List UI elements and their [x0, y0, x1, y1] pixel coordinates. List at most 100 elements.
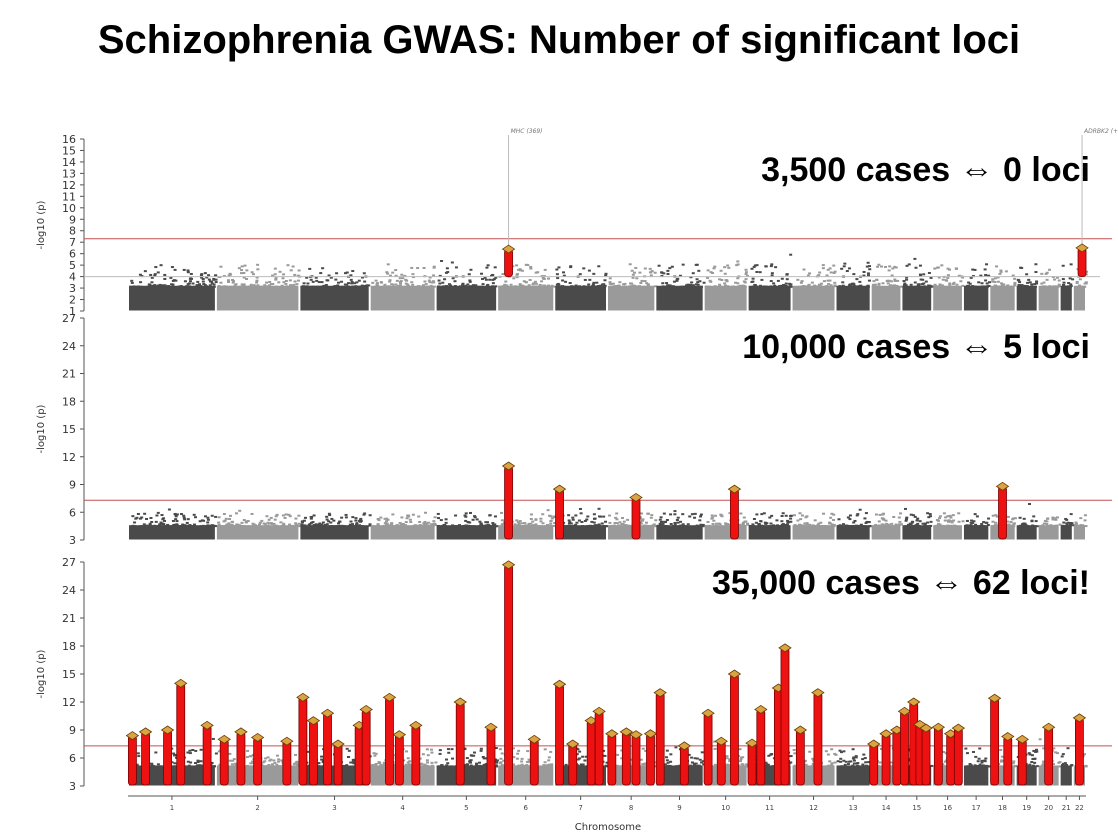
- snp-point: [162, 522, 166, 525]
- peak-column: [455, 701, 465, 786]
- snp-point: [481, 755, 485, 758]
- snp-point: [567, 525, 571, 528]
- snp-point: [541, 276, 545, 279]
- snp-point: [272, 522, 276, 525]
- snp-point: [203, 284, 207, 287]
- snp-point: [739, 284, 743, 287]
- snp-point: [352, 765, 356, 768]
- snp-point: [707, 285, 711, 288]
- snp-point: [649, 271, 653, 274]
- snp-point: [829, 271, 833, 274]
- snp-point: [673, 513, 677, 516]
- snp-point: [555, 273, 559, 276]
- snp-point: [143, 512, 147, 515]
- snp-point: [137, 755, 141, 758]
- snp-point: [203, 515, 207, 518]
- chromosome-band: [1073, 525, 1085, 540]
- snp-point: [996, 524, 1000, 527]
- snp-point: [852, 762, 856, 765]
- peak-column: [892, 729, 902, 786]
- snp-point: [758, 271, 762, 274]
- peak-column: [869, 743, 879, 786]
- snp-point: [893, 280, 897, 283]
- snp-point: [533, 280, 537, 283]
- snp-point: [789, 520, 793, 523]
- snp-point: [552, 524, 556, 527]
- snp-point: [585, 518, 589, 521]
- snp-point: [232, 758, 236, 761]
- peak-diamond: [879, 729, 893, 739]
- snp-point: [1054, 751, 1058, 754]
- snp-point: [494, 747, 498, 750]
- snp-point: [952, 524, 956, 527]
- y-tick-label: 9: [69, 479, 76, 492]
- snp-point: [654, 519, 658, 522]
- snp-point: [598, 515, 602, 518]
- snp-point: [643, 524, 647, 527]
- snp-point: [852, 756, 856, 759]
- snp-point: [131, 515, 135, 518]
- snp-point: [638, 271, 642, 274]
- snp-point: [171, 520, 175, 523]
- snp-point: [760, 513, 764, 516]
- snp-point: [1062, 521, 1066, 524]
- snp-point: [468, 760, 472, 763]
- snp-point: [179, 285, 183, 288]
- peak-diamond: [280, 736, 294, 746]
- snp-point: [202, 283, 206, 286]
- snp-point: [518, 268, 522, 271]
- snp-point: [136, 752, 140, 755]
- snp-point: [695, 283, 699, 286]
- snp-point: [780, 277, 784, 280]
- snp-point: [170, 761, 174, 764]
- snp-point: [255, 285, 259, 288]
- snp-point: [512, 277, 516, 280]
- snp-point: [662, 512, 666, 515]
- snp-point: [828, 760, 832, 763]
- snp-point: [160, 525, 164, 528]
- snp-point: [578, 507, 582, 510]
- snp-point: [1066, 521, 1070, 524]
- snp-point: [351, 270, 355, 273]
- snp-point: [972, 750, 976, 753]
- snp-point: [637, 285, 641, 288]
- snp-point: [517, 268, 521, 271]
- snp-point: [549, 522, 553, 525]
- snp-point: [428, 276, 432, 279]
- peak-diamond: [919, 723, 933, 733]
- snp-point: [1051, 516, 1055, 519]
- y-tick-label: 9: [69, 724, 76, 737]
- peak-diamond: [125, 731, 140, 741]
- snp-point: [426, 761, 430, 764]
- snp-point: [251, 273, 255, 276]
- snp-point: [830, 763, 834, 766]
- snp-point: [159, 264, 163, 267]
- snp-point: [966, 284, 970, 287]
- snp-point: [723, 266, 727, 269]
- snp-point: [881, 513, 885, 516]
- snp-point: [961, 276, 965, 279]
- snp-point: [736, 277, 740, 280]
- snp-point: [742, 280, 746, 283]
- snp-point: [519, 525, 523, 528]
- snp-point: [483, 276, 487, 279]
- snp-point: [541, 522, 545, 525]
- snp-point: [219, 281, 223, 284]
- snp-point: [737, 285, 741, 288]
- snp-point: [525, 761, 529, 764]
- peak-diamond: [714, 736, 728, 746]
- snp-point: [852, 273, 856, 276]
- snp-point: [154, 520, 158, 523]
- peak-column: [631, 734, 641, 786]
- snp-point: [500, 519, 504, 522]
- snp-point: [422, 266, 426, 269]
- snp-point: [150, 281, 154, 284]
- snp-point: [866, 261, 870, 264]
- snp-point: [984, 757, 988, 760]
- snp-point: [1013, 284, 1017, 287]
- snp-point: [183, 524, 187, 527]
- snp-point: [1078, 525, 1082, 528]
- snp-point: [277, 758, 281, 761]
- snp-point: [954, 267, 958, 270]
- snp-point: [327, 520, 331, 523]
